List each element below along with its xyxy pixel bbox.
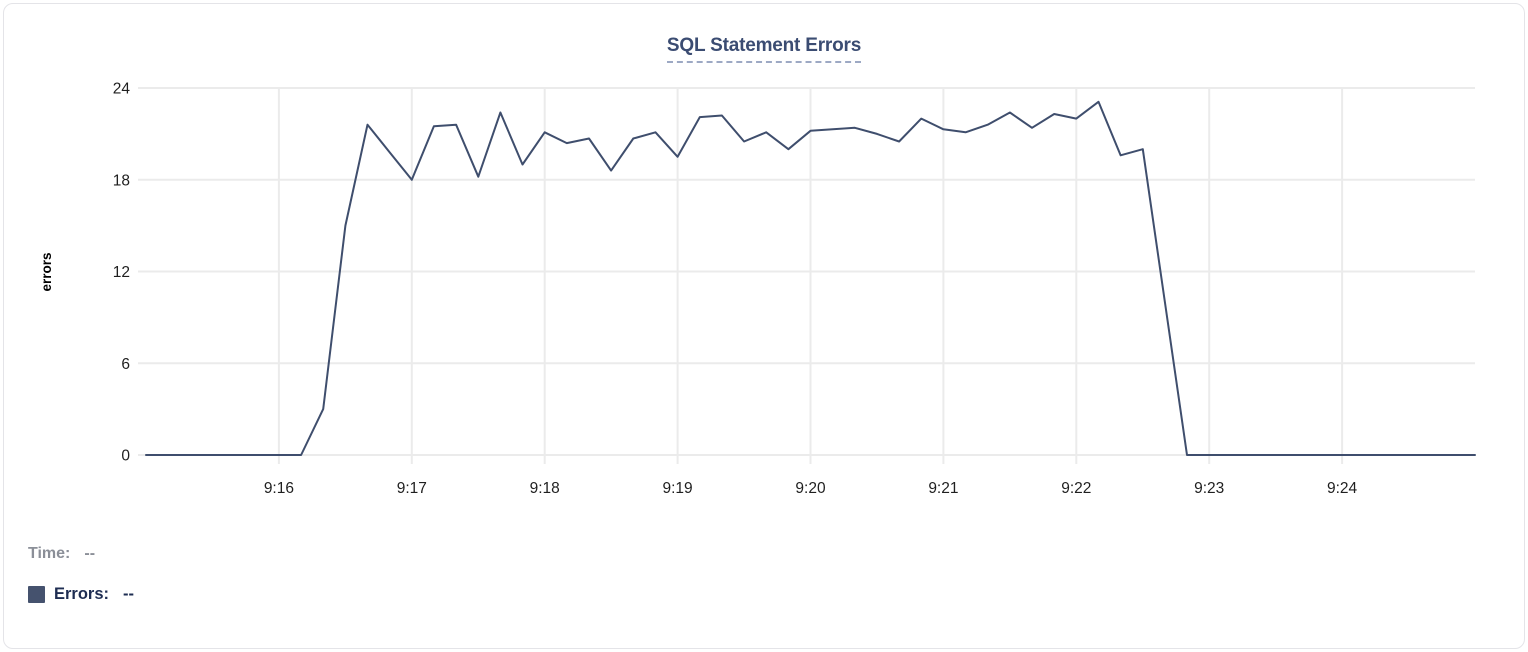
legend-time-row: Time: -- (28, 542, 134, 566)
x-axis-tick-label: 9:20 (795, 480, 826, 497)
y-axis-tick-label: 0 (121, 448, 130, 465)
x-axis-tick-label: 9:24 (1327, 480, 1358, 497)
chart-card: SQL Statement Errors 0 6 12 18 24 9:16 9:17 9:1… (3, 3, 1525, 649)
x-axis-tick-label: 9:21 (928, 480, 958, 497)
x-axis-tick-label: 9:17 (397, 480, 427, 497)
legend-time-value: -- (84, 545, 96, 562)
chart-header: SQL Statement Errors (4, 35, 1524, 63)
y-axis-title: errors (39, 252, 54, 291)
x-axis-tick-label: 9:23 (1194, 480, 1224, 497)
legend-errors-row: Errors: -- (28, 582, 134, 606)
x-axis-tick-label: 9:19 (663, 480, 693, 497)
x-axis-tick-label: 9:22 (1061, 480, 1091, 497)
y-axis-tick-label: 24 (113, 81, 131, 98)
chart-title[interactable]: SQL Statement Errors (666, 35, 861, 63)
chart-legend: Time: -- Errors: -- (28, 542, 134, 622)
legend-errors-label: Errors: (54, 584, 110, 603)
errors-series-line[interactable] (145, 100, 1476, 456)
x-axis-tick-label: 9:16 (264, 480, 294, 497)
y-axis-tick-label: 6 (121, 356, 130, 373)
line-chart[interactable]: 0 6 12 18 24 9:16 9:17 9:18 9:19 9:20 9:21 9:22 9:23… (4, 4, 1525, 524)
y-axis-tick-label: 18 (113, 172, 130, 189)
legend-time-label: Time: (28, 545, 71, 562)
x-axis-tick-label: 9:18 (530, 480, 560, 497)
y-axis-tick-label: 12 (113, 264, 130, 281)
legend-errors-value: -- (123, 584, 135, 603)
errors-series-swatch-icon (28, 585, 45, 603)
